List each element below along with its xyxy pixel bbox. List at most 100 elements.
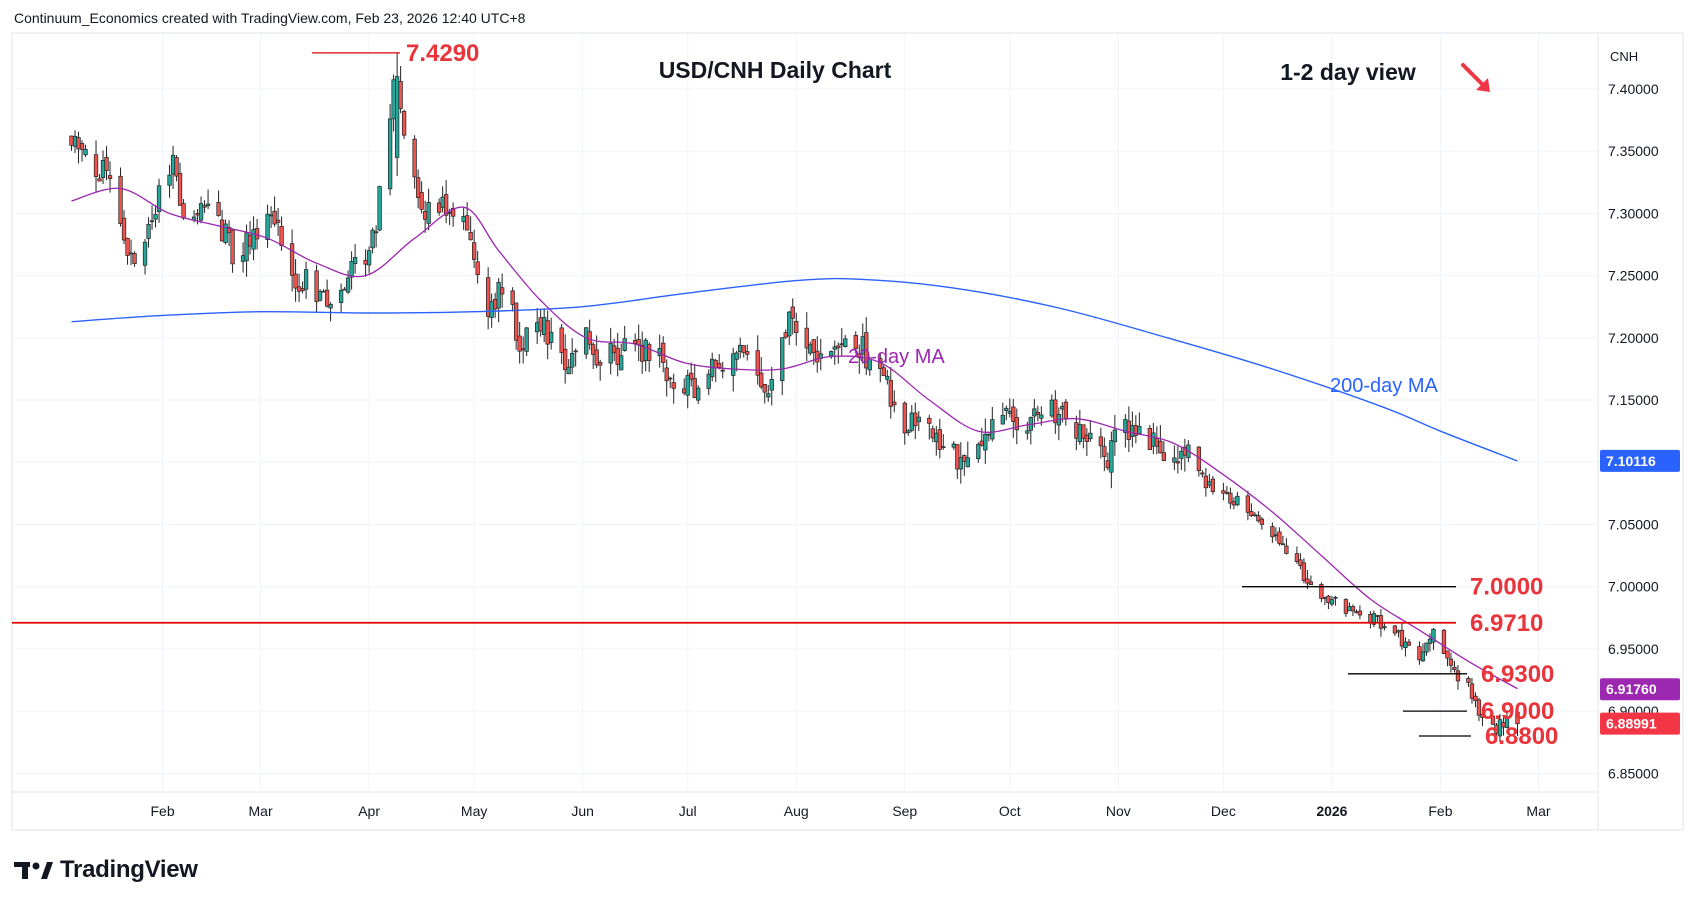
candle: [338, 283, 344, 314]
candle: [615, 332, 620, 377]
candle-body: [1011, 406, 1016, 422]
candle: [1088, 419, 1093, 442]
candle-body: [535, 322, 540, 333]
candle-body: [615, 347, 620, 365]
candle: [1305, 569, 1310, 590]
candle-body: [717, 363, 722, 368]
candle: [1301, 558, 1307, 584]
candle: [1151, 422, 1156, 455]
candle-body: [1445, 650, 1450, 659]
candle: [394, 52, 400, 177]
candle: [244, 224, 249, 277]
candle-body: [79, 143, 85, 150]
y-tick-label: 7.00000: [1608, 579, 1659, 595]
candle-body: [97, 178, 102, 182]
candle: [783, 329, 788, 339]
y-tick-label: 7.35000: [1608, 143, 1659, 159]
candle: [622, 325, 627, 352]
candle-body: [100, 159, 106, 178]
candle-body: [934, 432, 939, 443]
candle-body: [149, 220, 155, 223]
candle: [1350, 604, 1356, 616]
candle: [1326, 594, 1331, 610]
candle-body: [696, 387, 701, 401]
candle: [832, 340, 837, 365]
candle-body: [1333, 596, 1338, 599]
candle: [1007, 398, 1012, 418]
x-tick-label: 2026: [1316, 803, 1347, 819]
candle: [664, 359, 669, 397]
candle-body: [1130, 425, 1135, 438]
candle-body: [468, 231, 473, 241]
candle: [1466, 676, 1471, 687]
candle-body: [146, 224, 151, 239]
candle: [1203, 468, 1209, 497]
candle-body: [1357, 610, 1363, 616]
candle-body: [1252, 514, 1258, 517]
candle-body: [314, 270, 319, 302]
candle-body: [202, 205, 207, 208]
candle-body: [979, 440, 984, 446]
candle: [1504, 711, 1510, 729]
candle-body: [885, 375, 890, 380]
candle-body: [265, 213, 270, 240]
candle: [1154, 426, 1160, 455]
candle: [636, 324, 641, 362]
candle-body: [125, 237, 130, 256]
candle: [986, 433, 991, 442]
candle: [689, 362, 694, 387]
candle-body: [387, 118, 393, 190]
candle: [524, 326, 529, 357]
candle: [153, 205, 158, 228]
candle: [251, 216, 256, 261]
candle-body: [398, 81, 403, 109]
candle: [1375, 614, 1380, 622]
candle: [1084, 428, 1089, 456]
candle: [619, 343, 624, 371]
candle: [1133, 415, 1139, 444]
candle: [461, 207, 466, 230]
candle-body: [839, 343, 844, 346]
candle-body: [881, 367, 886, 376]
candle-body: [962, 455, 967, 462]
candle-body: [1392, 625, 1398, 634]
candle-body: [804, 327, 809, 349]
candle: [1445, 650, 1450, 667]
candle-body: [440, 196, 445, 208]
candle-body: [500, 287, 505, 295]
tradingview-logo[interactable]: TradingView: [14, 856, 198, 884]
candle-body: [1161, 452, 1167, 461]
candle-body: [685, 375, 690, 396]
candle: [300, 281, 305, 294]
candle-body: [1014, 417, 1019, 431]
candle: [1455, 665, 1461, 690]
candle-body: [230, 229, 235, 265]
candle: [598, 359, 603, 381]
candle: [125, 237, 130, 265]
candle-body: [598, 361, 603, 366]
candle: [734, 350, 739, 372]
candle: [1175, 446, 1181, 474]
candle-body: [69, 135, 74, 146]
candle: [104, 146, 109, 181]
candle: [240, 242, 246, 273]
candle-body: [1354, 611, 1359, 614]
candle: [881, 365, 886, 376]
candle: [608, 327, 613, 375]
candle-body: [783, 332, 788, 338]
candle: [128, 239, 134, 266]
candle-body: [647, 344, 652, 361]
candle: [69, 135, 74, 151]
candle-body: [622, 338, 627, 351]
candle-body: [1350, 606, 1356, 612]
candle-body: [570, 353, 575, 368]
candle-body: [391, 79, 396, 120]
candle: [643, 337, 648, 372]
candle-body: [268, 214, 274, 217]
candle-body: [132, 253, 137, 264]
candle: [587, 319, 592, 350]
candle-body: [510, 290, 515, 305]
candle: [671, 373, 676, 404]
candle: [1049, 394, 1054, 418]
